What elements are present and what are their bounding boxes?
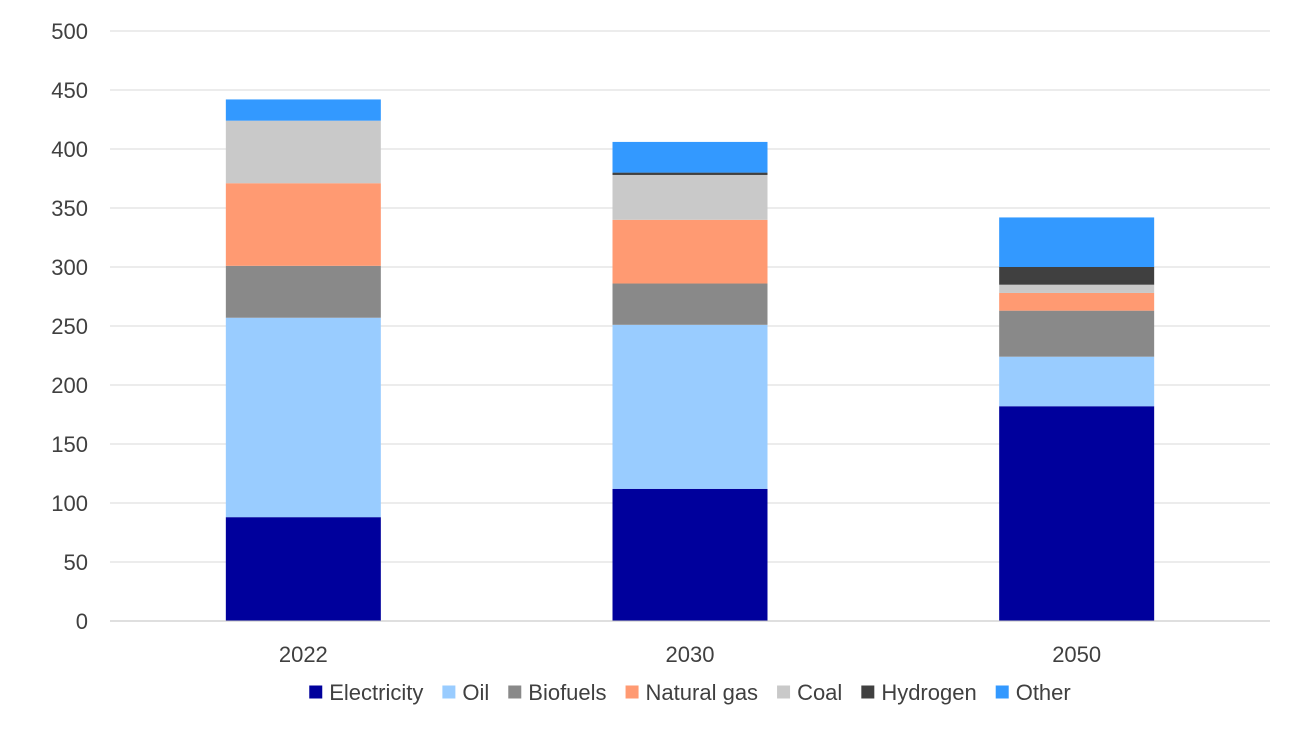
legend-swatch <box>442 685 456 699</box>
y-tick-label: 300 <box>51 255 88 280</box>
bar-segment <box>999 292 1155 311</box>
x-tick-label: 2030 <box>666 642 715 667</box>
bar-segment <box>225 517 381 621</box>
bar-segment <box>225 183 381 266</box>
x-tick-label: 2022 <box>279 642 328 667</box>
bar-segment <box>225 317 381 518</box>
y-tick-label: 450 <box>51 78 88 103</box>
bars <box>225 99 1155 621</box>
legend-label: Electricity <box>329 680 423 705</box>
bar-segment <box>612 283 768 325</box>
bar-segment <box>612 141 768 173</box>
bar-segment <box>999 267 1155 285</box>
bar-segment <box>612 219 768 284</box>
legend-label: Coal <box>797 680 842 705</box>
legend-swatch <box>861 685 875 699</box>
bar-segment <box>612 172 768 175</box>
legend-item: Biofuels <box>508 680 607 705</box>
legend: Electricity Oil Biofuels Natural gas Coal Hyd… <box>309 680 1071 705</box>
y-tick-label: 0 <box>76 609 88 634</box>
legend-item: Hydrogen <box>861 680 977 705</box>
x-tick-label: 2050 <box>1052 642 1101 667</box>
bar-segment <box>612 324 768 489</box>
legend-label: Biofuels <box>528 680 606 705</box>
legend-item: Electricity <box>309 680 423 705</box>
legend-label: Oil <box>462 680 489 705</box>
legend-swatch <box>777 685 791 699</box>
y-axis-tick-labels: 0 50 100 150 200 250 300 350 400 450 500 <box>51 19 88 634</box>
bar-segment <box>999 310 1155 357</box>
legend-item: Other <box>995 680 1071 705</box>
y-tick-label: 200 <box>51 373 88 398</box>
legend-label: Natural gas <box>646 680 759 705</box>
y-tick-label: 500 <box>51 19 88 44</box>
y-tick-label: 250 <box>51 314 88 339</box>
legend-swatch <box>309 685 323 699</box>
y-tick-label: 100 <box>51 491 88 516</box>
y-tick-label: 400 <box>51 137 88 162</box>
legend-label: Other <box>1016 680 1071 705</box>
bar-segment <box>999 284 1155 293</box>
legend-item: Natural gas <box>625 680 759 705</box>
legend-item: Oil <box>442 680 489 705</box>
bar-segment <box>225 99 381 121</box>
bar-segment <box>999 356 1155 407</box>
x-axis-tick-labels: 2022 2030 2050 <box>279 642 1101 667</box>
bar-segment <box>612 174 768 220</box>
bar-segment <box>999 406 1155 621</box>
bar-segment <box>612 488 768 621</box>
y-tick-label: 50 <box>64 550 88 575</box>
legend-swatch <box>508 685 522 699</box>
legend-item: Coal <box>777 680 842 705</box>
legend-label: Hydrogen <box>881 680 976 705</box>
bar-segment <box>999 217 1155 267</box>
bar-segment <box>225 120 381 184</box>
bar-segment <box>225 265 381 318</box>
legend-swatch <box>625 685 639 699</box>
y-tick-label: 350 <box>51 196 88 221</box>
legend-swatch <box>995 685 1009 699</box>
y-tick-label: 150 <box>51 432 88 457</box>
